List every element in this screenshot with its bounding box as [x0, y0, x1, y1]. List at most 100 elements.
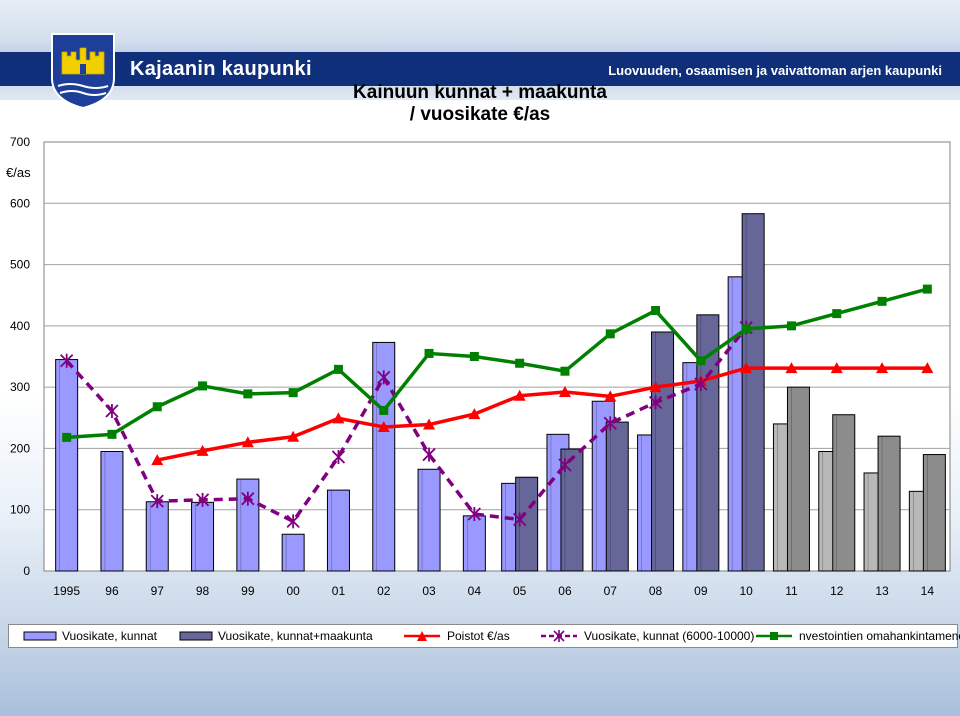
bar-ennuste-kunnat-maakunta [922, 454, 946, 572]
bar-vuosikate-kunnat [236, 478, 260, 572]
x-tick-label: 12 [830, 584, 844, 598]
legend-swatch [23, 631, 57, 641]
point-poistot-as [876, 362, 889, 374]
point-nvestointien-omahankintameno [62, 432, 72, 442]
x-tick-label: 00 [286, 584, 300, 598]
x-tick-label: 96 [105, 584, 119, 598]
line-nvestointien-omahankintameno [66, 287, 928, 440]
x-tick-label: 06 [558, 584, 572, 598]
kajaani-coat-of-arms-icon [51, 33, 115, 110]
point-nvestointien-omahankintameno [696, 356, 706, 366]
point-poistot-as [423, 418, 436, 430]
bar-vuosikate-kunnat-maakunta [560, 448, 584, 572]
x-tick-label: 07 [604, 584, 618, 598]
point-nvestointien-omahankintameno [333, 364, 343, 374]
y-tick-label: 600 [10, 196, 30, 210]
point-nvestointien-omahankintameno [651, 306, 661, 316]
point-nvestointien-omahankintameno [152, 402, 162, 412]
point-poistot-as [377, 420, 390, 432]
legend-item: nvestointien omahankintameno [754, 628, 960, 643]
chart-title-line1: Kainuun kunnat + maakunta [353, 82, 607, 103]
point-vuosikate-kunnat-6000-10000 [286, 514, 300, 529]
legend-item: Poistot €/as [402, 628, 510, 643]
y-tick-label: 100 [10, 503, 30, 517]
point-poistot-as [196, 444, 209, 456]
y-tick-label: 200 [10, 441, 30, 455]
chart-title-line2: / vuosikate €/as [409, 104, 551, 125]
bar-vuosikate-kunnat [145, 501, 169, 572]
point-nvestointien-omahankintameno [469, 352, 479, 361]
x-tick-label: 10 [739, 584, 753, 598]
point-nvestointien-omahankintameno [198, 381, 208, 391]
line-poistot-as [156, 366, 928, 462]
bar-vuosikate-kunnat [55, 359, 79, 572]
x-tick-label: 14 [921, 584, 935, 598]
point-nvestointien-omahankintameno [243, 389, 253, 399]
legend-swatch [404, 630, 440, 641]
point-vuosikate-kunnat-6000-10000 [195, 492, 210, 507]
x-tick-label: 09 [694, 584, 708, 598]
point-nvestointien-omahankintameno [786, 321, 796, 331]
point-poistot-as [558, 386, 571, 398]
point-vuosikate-kunnat-6000-10000 [105, 404, 119, 419]
y-axis-label: €/as [6, 165, 31, 180]
y-tick-label: 500 [10, 258, 30, 272]
point-vuosikate-kunnat-6000-10000 [422, 447, 436, 462]
point-nvestointien-omahankintameno [424, 348, 434, 358]
point-poistot-as [604, 390, 617, 402]
point-poistot-as [468, 408, 481, 420]
bar-vuosikate-kunnat-maakunta [651, 331, 675, 572]
legend-label: Vuosikate, kunnat (6000-10000) [584, 628, 755, 643]
point-vuosikate-kunnat-6000-10000 [648, 395, 663, 410]
legend-swatch [179, 631, 213, 641]
point-vuosikate-kunnat-6000-10000 [331, 450, 346, 465]
x-tick-label: 98 [196, 584, 210, 598]
bar-vuosikate-kunnat [372, 341, 396, 572]
point-vuosikate-kunnat-6000-10000 [558, 457, 572, 472]
point-vuosikate-kunnat-6000-10000 [377, 370, 391, 385]
x-tick-label: 99 [241, 584, 255, 598]
legend-item: Vuosikate, kunnat (6000-10000) [539, 628, 754, 643]
line-vuosikate-kunnat-6000-10000 [65, 326, 748, 524]
point-poistot-as [241, 436, 254, 448]
bar-vuosikate-kunnat-maakunta [696, 314, 720, 572]
x-tick-label: 04 [468, 584, 482, 598]
legend-label: Vuosikate, kunnat+maakunta [218, 628, 373, 643]
bar-vuosikate-kunnat-maakunta [741, 213, 765, 572]
legend-label: nvestointien omahankintameno [799, 628, 960, 643]
point-nvestointien-omahankintameno [107, 429, 117, 439]
bar-vuosikate-kunnat [326, 489, 350, 572]
point-vuosikate-kunnat-6000-10000 [694, 377, 708, 392]
point-vuosikate-kunnat-6000-10000 [513, 512, 527, 527]
plot-area [43, 141, 951, 572]
point-poistot-as [649, 381, 662, 393]
legend-swatch [756, 631, 792, 640]
x-tick-label: 01 [332, 584, 346, 598]
bar-ennuste-kunnat-maakunta [832, 414, 856, 572]
bar-ennuste-kunnat-maakunta [786, 386, 810, 572]
legend-label: Vuosikate, kunnat [62, 628, 157, 643]
point-poistot-as [513, 389, 526, 401]
chart-legend: Vuosikate, kunnat Vuosikate, kunnat+maaku… [8, 624, 960, 648]
y-tick-label: 700 [10, 135, 30, 149]
x-tick-label: 02 [377, 584, 391, 598]
point-vuosikate-kunnat-6000-10000 [150, 494, 164, 509]
x-tick-label: 05 [513, 584, 527, 598]
point-vuosikate-kunnat-6000-10000 [467, 507, 481, 522]
bar-vuosikate-kunnat-maakunta [605, 421, 629, 572]
point-vuosikate-kunnat-6000-10000 [603, 416, 617, 431]
point-nvestointien-omahankintameno [741, 324, 751, 334]
y-tick-label: 300 [10, 380, 30, 394]
legend-label: Poistot €/as [447, 628, 510, 643]
point-poistot-as [151, 454, 164, 466]
y-tick-label: 0 [23, 564, 30, 578]
point-nvestointien-omahankintameno [922, 284, 932, 294]
point-vuosikate-kunnat-6000-10000 [241, 491, 255, 506]
point-poistot-as [332, 412, 345, 424]
point-nvestointien-omahankintameno [832, 309, 842, 319]
x-tick-label: 97 [151, 584, 165, 598]
point-nvestointien-omahankintameno [288, 388, 298, 398]
bar-vuosikate-kunnat [417, 468, 441, 572]
x-tick-label: 13 [875, 584, 889, 598]
